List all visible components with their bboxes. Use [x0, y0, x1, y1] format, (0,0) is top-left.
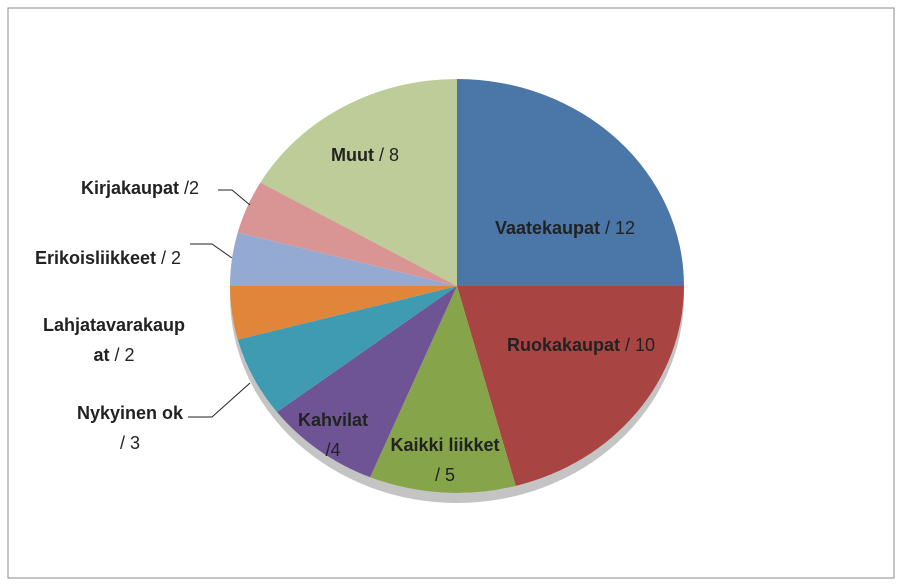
category-label: Erikoisliikkeet [34, 248, 157, 268]
category-label: Vaatekaupat [494, 218, 600, 238]
category-label: Kaikki liikket [390, 435, 500, 455]
slice-label: Lahjatavarakaupat / 2 [39, 310, 189, 370]
leader-line [188, 382, 251, 418]
slice-label: Muut / 8 [285, 140, 445, 170]
value-label: / 2 [114, 345, 135, 365]
category-label: Nykyinen ok [76, 403, 184, 423]
value-label: / 12 [605, 218, 636, 238]
slice-label: Nykyinen ok / 3 [75, 398, 185, 458]
category-label: Muut [330, 145, 374, 165]
value-label: / 2 [161, 248, 182, 268]
category-label: Ruokakaupat [506, 335, 620, 355]
value-label: / 5 [434, 465, 455, 485]
slice-label: Kaikki liikket / 5 [390, 430, 500, 490]
leader-line [218, 189, 251, 206]
pie-slice [260, 79, 457, 286]
pie-slice [457, 286, 684, 486]
slice-label: Erikoisliikkeet / 2 [18, 243, 198, 273]
value-label: / 10 [625, 335, 656, 355]
pie-slice [370, 286, 516, 494]
pie-slice [457, 79, 684, 286]
slice-label: Kahvilat /4 [293, 405, 373, 465]
slice-label: Kirjakaupat /2 [30, 173, 250, 203]
pie-slice [230, 232, 457, 286]
category-label: Kirjakaupat [80, 178, 179, 198]
slice-label: Ruokakaupat / 10 [491, 330, 671, 360]
category-label: Lahjatavarakaupat [42, 315, 186, 365]
pie-slice [237, 286, 457, 413]
pie-slice [237, 182, 457, 286]
value-label: /2 [184, 178, 200, 198]
value-label: /4 [325, 440, 341, 460]
pie-slice [276, 286, 457, 478]
slice-label: Vaatekaupat / 12 [480, 213, 650, 243]
category-label: Kahvilat [297, 410, 369, 430]
value-label: / 3 [119, 433, 140, 453]
leader-line [190, 243, 233, 259]
pie-slice [230, 286, 457, 340]
value-label: / 8 [378, 145, 399, 165]
